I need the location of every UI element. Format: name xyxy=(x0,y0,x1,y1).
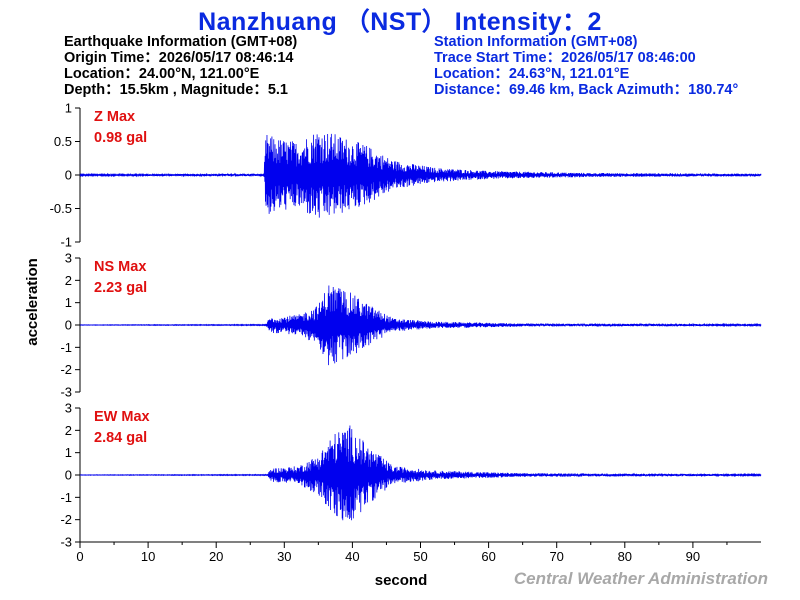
ns-y-tick-label: 2 xyxy=(65,273,72,288)
z-max-value: 0.98 gal xyxy=(94,130,147,146)
ew-y-tick-label: -1 xyxy=(60,490,72,505)
z-max-label: Z Max xyxy=(94,109,135,125)
x-tick-label: 90 xyxy=(686,549,700,564)
earthquake-info: Earthquake Information (GMT+08) Origin T… xyxy=(64,34,297,98)
page-title: Nanzhuang （NST） Intensity：2 xyxy=(198,8,602,36)
ns-y-tick-label: -1 xyxy=(60,340,72,355)
ew-y-tick-label: 0 xyxy=(65,468,72,483)
x-tick-label: 50 xyxy=(413,549,427,564)
station-info: Station Information (GMT+08) Trace Start… xyxy=(434,34,738,98)
ew-max-label: EW Max xyxy=(94,409,150,425)
origin-time: Origin Time：2026/05/17 08:46:14 xyxy=(64,50,294,66)
distance-azimuth: Distance：69.46 km, Back Azimuth：180.74° xyxy=(434,82,739,98)
x-tick-label: 70 xyxy=(549,549,563,564)
station-info-heading: Station Information (GMT+08) xyxy=(434,34,638,50)
z-y-tick-label: 1 xyxy=(65,101,72,116)
ew-waveform xyxy=(79,425,762,521)
ns-y-tick-label: -2 xyxy=(60,362,72,377)
x-axis-title: second xyxy=(375,572,428,589)
x-tick-label: 60 xyxy=(481,549,495,564)
ns-waveform xyxy=(79,285,762,366)
trace-start-time: Trace Start Time：2026/05/17 08:46:00 xyxy=(434,50,696,66)
ew-y-tick-label: -2 xyxy=(60,512,72,527)
station-location: Location：24.63°N, 121.01°E xyxy=(434,66,630,82)
ew-y-tick-label: 1 xyxy=(65,445,72,460)
z-y-tick-label: 0 xyxy=(65,168,72,183)
ns-y-tick-label: 3 xyxy=(65,251,72,266)
x-tick-label: 80 xyxy=(618,549,632,564)
ew-y-tick-label: 3 xyxy=(65,401,72,416)
ns-y-tick-label: 1 xyxy=(65,295,72,310)
depth-magnitude: Depth：15.5km , Magnitude：5.1 xyxy=(64,82,288,98)
z-waveform xyxy=(79,133,762,218)
x-tick-label: 40 xyxy=(345,549,359,564)
ns-max-label: NS Max xyxy=(94,259,146,275)
y-axis-title: acceleration xyxy=(24,258,41,346)
epicenter-location: Location：24.00°N, 121.00°E xyxy=(64,66,260,82)
footer-credit: Central Weather Administration xyxy=(513,569,768,588)
ns-y-tick-label: 0 xyxy=(65,318,72,333)
z-y-tick-label: -1 xyxy=(60,235,72,250)
ew-y-tick-label: -3 xyxy=(60,535,72,550)
ew-max-value: 2.84 gal xyxy=(94,430,147,446)
ns-y-tick-label: -3 xyxy=(60,385,72,400)
ns-max-value: 2.23 gal xyxy=(94,280,147,296)
earthquake-info-heading: Earthquake Information (GMT+08) xyxy=(64,34,298,50)
z-y-tick-label: 0.5 xyxy=(54,134,72,149)
z-y-tick-label: -0.5 xyxy=(50,201,72,216)
ew-y-tick-label: 2 xyxy=(65,423,72,438)
x-tick-label: 10 xyxy=(141,549,155,564)
x-tick-label: 30 xyxy=(277,549,291,564)
x-tick-label: 0 xyxy=(76,549,83,564)
x-tick-label: 20 xyxy=(209,549,223,564)
